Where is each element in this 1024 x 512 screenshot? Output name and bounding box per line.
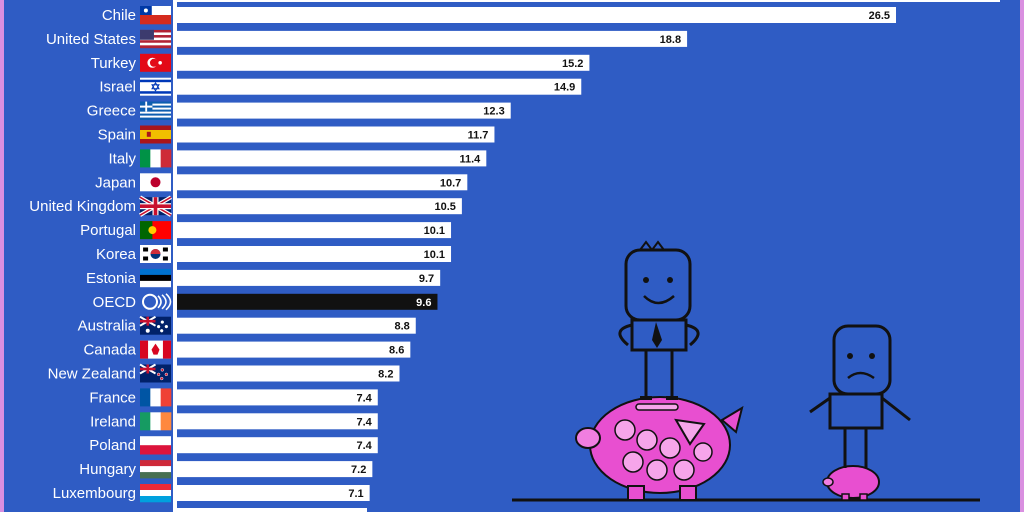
- bar-italy: [177, 150, 487, 167]
- category-label-united-states: United States: [46, 31, 136, 48]
- bar-chile: [177, 7, 896, 23]
- category-label-poland: Poland: [89, 437, 136, 454]
- value-label-korea: 10.1: [424, 249, 445, 261]
- category-label-united-kingdom: United Kingdom: [29, 198, 136, 215]
- value-label-united-states: 18.8: [660, 34, 681, 46]
- right-frame-border: [1020, 0, 1024, 512]
- category-label-australia: Australia: [78, 318, 137, 335]
- category-label-oecd: OECD: [93, 294, 137, 311]
- bar-france: [177, 389, 378, 406]
- category-label-korea: Korea: [96, 246, 137, 263]
- flag-israel-icon: [140, 77, 171, 96]
- flag-italy-icon: [140, 149, 172, 168]
- category-label-greece: Greece: [87, 103, 136, 120]
- category-labels-group: Chile United States Turkey Israel Greece Spai…: [29, 7, 136, 502]
- value-label-italy: 11.4: [459, 153, 481, 165]
- flag-hungary-icon: [140, 460, 171, 479]
- category-label-hungary: Hungary: [79, 461, 136, 478]
- flag-portugal-icon: [140, 221, 171, 240]
- bar-luxembourg: [177, 485, 370, 501]
- category-label-italy: Italy: [108, 150, 136, 167]
- bar-portugal: [177, 222, 452, 239]
- value-label-australia: 8.8: [394, 321, 409, 333]
- bar-oecd: [177, 293, 438, 310]
- bar-ireland: [177, 413, 378, 430]
- bar-partial-top: [177, 0, 1000, 2]
- category-label-israel: Israel: [99, 79, 136, 96]
- bar-spain: [177, 126, 495, 143]
- category-label-canada: Canada: [83, 342, 136, 359]
- category-label-portugal: Portugal: [80, 222, 136, 239]
- flag-canada-icon: [140, 340, 171, 359]
- value-label-ireland: 7.4: [356, 416, 372, 428]
- left-frame-border: [0, 0, 4, 512]
- flag-united-kingdom-icon: [138, 195, 173, 217]
- bar-new-zealand: [177, 365, 400, 382]
- category-label-estonia: Estonia: [86, 270, 137, 287]
- value-label-united-kingdom: 10.5: [434, 201, 455, 213]
- bar-hungary: [177, 461, 373, 478]
- flag-japan-icon: [140, 173, 171, 192]
- category-label-new-zealand: New Zealand: [48, 366, 136, 383]
- bars-group: [177, 0, 1000, 512]
- value-label-israel: 14.9: [554, 82, 575, 94]
- flag-greece-icon: [140, 101, 171, 120]
- flag-chile-icon: [140, 6, 171, 25]
- flag-luxembourg-icon: [140, 484, 171, 503]
- bar-poland: [177, 437, 378, 454]
- flag-korea-icon: [140, 245, 171, 263]
- bar-israel: [177, 78, 582, 95]
- flag-turkey-icon: [140, 53, 171, 72]
- value-label-chile: 26.5: [869, 10, 890, 22]
- category-label-japan: Japan: [95, 174, 136, 191]
- value-labels-group: 26.5 18.8 15.2 14.9 12.3 11.7 11.4 10.7 10.5 10.1…: [348, 10, 890, 500]
- flag-spain-icon: [140, 125, 171, 144]
- flag-poland-icon: [140, 436, 171, 455]
- bar-turkey: [177, 54, 590, 71]
- value-label-turkey: 15.2: [562, 58, 583, 70]
- oecd-logo-icon: [140, 292, 172, 311]
- value-label-portugal: 10.1: [424, 225, 445, 237]
- category-label-luxembourg: Luxembourg: [53, 485, 136, 502]
- value-label-luxembourg: 7.1: [348, 488, 363, 500]
- category-label-france: France: [89, 389, 136, 406]
- flag-australia-icon: [139, 315, 171, 335]
- flag-united-states-icon: [140, 29, 171, 49]
- value-label-japan: 10.7: [440, 177, 461, 189]
- flag-ireland-icon: [140, 412, 172, 431]
- value-label-spain: 11.7: [468, 130, 489, 142]
- flag-estonia-icon: [140, 268, 171, 288]
- bar-greece: [177, 102, 511, 119]
- flag-france-icon: [140, 388, 172, 407]
- category-label-spain: Spain: [98, 127, 136, 144]
- value-label-hungary: 7.2: [351, 464, 366, 476]
- value-label-new-zealand: 8.2: [378, 369, 393, 381]
- category-label-turkey: Turkey: [91, 55, 137, 72]
- bar-japan: [177, 174, 468, 191]
- category-label-chile: Chile: [102, 7, 136, 24]
- value-label-oecd: 9.6: [416, 297, 431, 309]
- bar-united-kingdom: [177, 198, 462, 215]
- value-label-greece: 12.3: [483, 106, 504, 118]
- category-label-ireland: Ireland: [90, 413, 136, 430]
- value-label-canada: 8.6: [389, 345, 404, 357]
- chart-axis-divider: [173, 0, 177, 512]
- flags-group: [138, 6, 173, 503]
- bar-canada: [177, 341, 411, 358]
- value-label-poland: 7.4: [356, 440, 372, 452]
- value-label-france: 7.4: [356, 392, 372, 404]
- bar-korea: [177, 246, 452, 262]
- bar-estonia: [177, 269, 441, 286]
- flag-new-zealand-icon: [139, 363, 171, 383]
- value-label-estonia: 9.7: [419, 273, 434, 285]
- bar-australia: [177, 317, 416, 334]
- bar-united-states: [177, 30, 688, 47]
- bar-partial-bottom: [177, 508, 367, 512]
